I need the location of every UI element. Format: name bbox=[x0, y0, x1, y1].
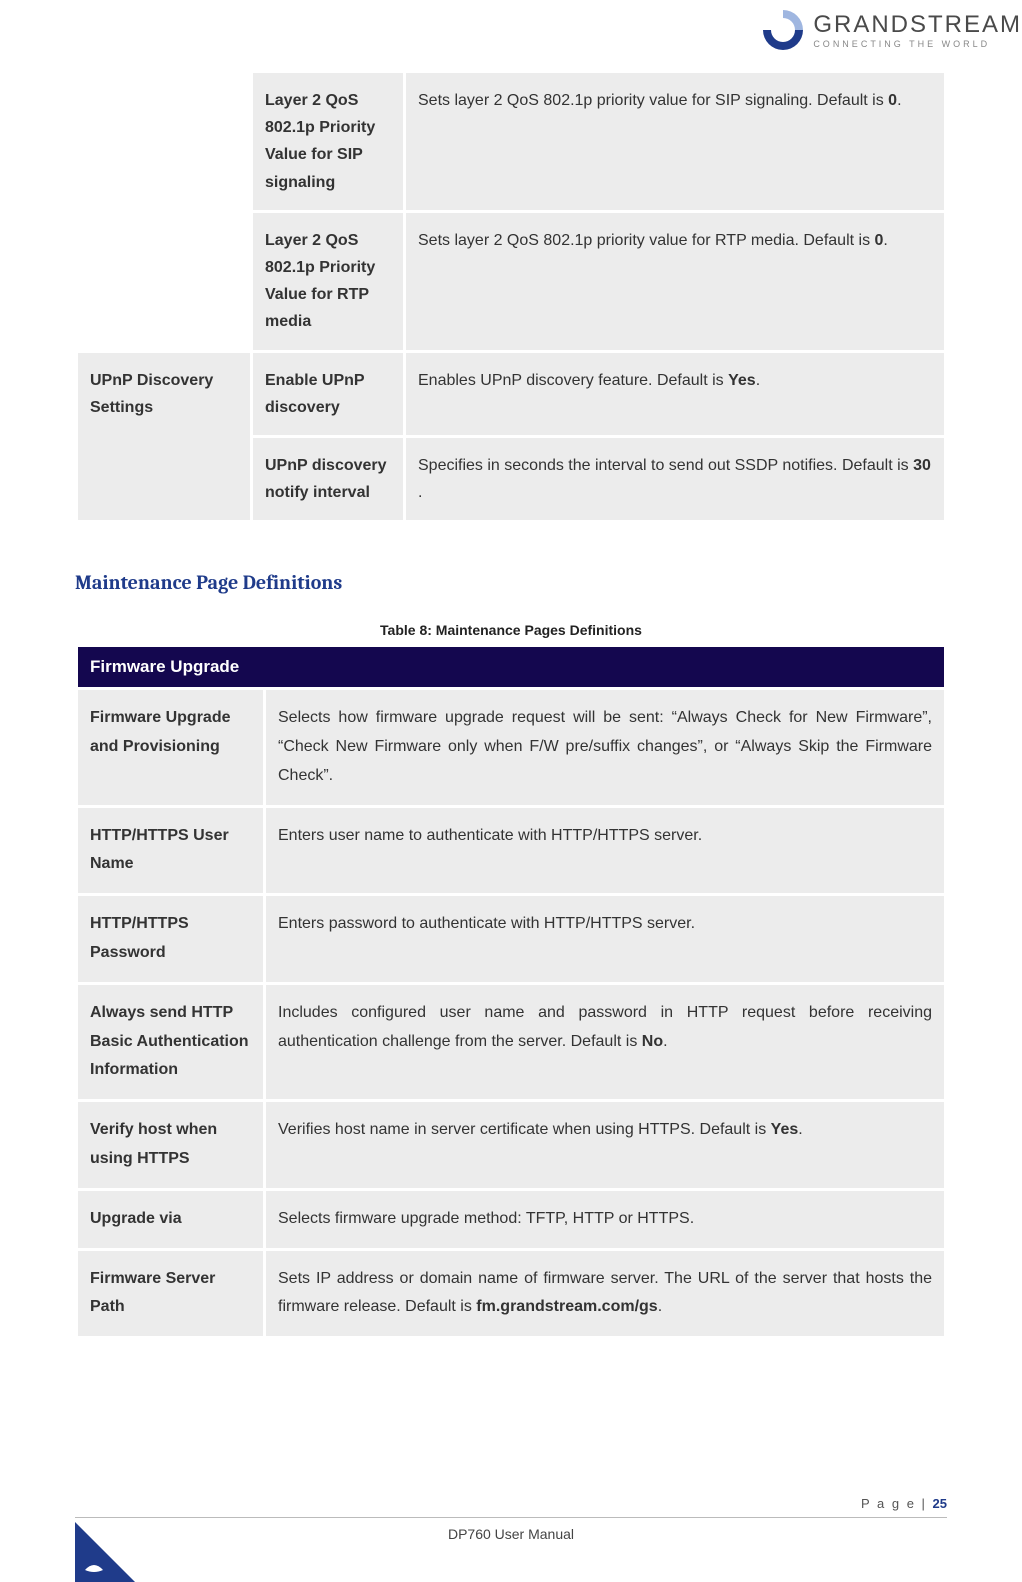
cell-param: UPnP discovery notify interval bbox=[253, 438, 403, 520]
cell-desc: Includes configured user name and passwo… bbox=[266, 985, 944, 1099]
cell-param: HTTP/HTTPS User Name bbox=[78, 808, 263, 894]
cell-param: Always send HTTP Basic Authentication In… bbox=[78, 985, 263, 1099]
desc-text: Selects firmware upgrade method: TFTP, H… bbox=[278, 1210, 694, 1227]
desc-text: . bbox=[658, 1298, 662, 1315]
table-row: Upgrade via Selects firmware upgrade met… bbox=[78, 1191, 944, 1248]
desc-text: . bbox=[418, 484, 422, 501]
page-footer: P a g e | 25 DP760 User Manual bbox=[75, 1517, 947, 1542]
qos-upnp-table: Layer 2 QoS 802.1p Priority Value for SI… bbox=[75, 70, 947, 523]
cell-param: HTTP/HTTPS Password bbox=[78, 896, 263, 982]
cell-desc: Enables UPnP discovery feature. Default … bbox=[406, 353, 944, 435]
cell-param: Enable UPnP discovery bbox=[253, 353, 403, 435]
desc-text: Selects how firmware upgrade request wil… bbox=[278, 709, 932, 784]
desc-text: Sets layer 2 QoS 802.1p priority value f… bbox=[418, 92, 888, 109]
desc-text: Includes configured user name and passwo… bbox=[278, 1004, 932, 1050]
cell-desc: Enters user name to authenticate with HT… bbox=[266, 808, 944, 894]
cell-param: Layer 2 QoS 802.1p Priority Value for RT… bbox=[253, 213, 403, 350]
manual-title: DP760 User Manual bbox=[448, 1526, 574, 1542]
section-header: Firmware Upgrade bbox=[78, 647, 944, 687]
brand-tagline: CONNECTING THE WORLD bbox=[813, 39, 1022, 49]
cell-param: Verify host when using HTTPS bbox=[78, 1102, 263, 1188]
logo-mark-icon bbox=[761, 8, 805, 52]
desc-text: . bbox=[897, 92, 901, 109]
table-row: HTTP/HTTPS User Name Enters user name to… bbox=[78, 808, 944, 894]
cell-param: Layer 2 QoS 802.1p Priority Value for SI… bbox=[253, 73, 403, 210]
brand-logo: GRANDSTREAM CONNECTING THE WORLD bbox=[761, 8, 1022, 52]
table-row: Layer 2 QoS 802.1p Priority Value for SI… bbox=[78, 73, 944, 210]
page-number: 25 bbox=[933, 1496, 947, 1511]
table-header-row: Firmware Upgrade bbox=[78, 647, 944, 687]
cell-desc: Enters password to authenticate with HTT… bbox=[266, 896, 944, 982]
cell-param: Upgrade via bbox=[78, 1191, 263, 1248]
desc-text: Enters password to authenticate with HTT… bbox=[278, 915, 695, 932]
page-label: P a g e | bbox=[861, 1496, 933, 1511]
desc-text: Enters user name to authenticate with HT… bbox=[278, 827, 702, 844]
cell-desc: Specifies in seconds the interval to sen… bbox=[406, 438, 944, 520]
cell-desc: Sets IP address or domain name of firmwa… bbox=[266, 1251, 944, 1337]
desc-bold: 0 bbox=[888, 92, 897, 109]
cell-desc: Sets layer 2 QoS 802.1p priority value f… bbox=[406, 213, 944, 350]
desc-text: . bbox=[663, 1033, 667, 1050]
cell-desc: Selects how firmware upgrade request wil… bbox=[266, 690, 944, 804]
desc-text: Enables UPnP discovery feature. Default … bbox=[418, 372, 728, 389]
desc-bold: No bbox=[642, 1033, 663, 1050]
cell-param: Firmware Server Path bbox=[78, 1251, 263, 1337]
cell-category: UPnP Discovery Settings bbox=[78, 353, 250, 521]
cell-param: Firmware Upgrade and Provisioning bbox=[78, 690, 263, 804]
table-row: HTTP/HTTPS Password Enters password to a… bbox=[78, 896, 944, 982]
brand-name: GRANDSTREAM bbox=[813, 11, 1022, 39]
cell-desc: Verifies host name in server certificate… bbox=[266, 1102, 944, 1188]
desc-text: . bbox=[756, 372, 760, 389]
desc-bold: Yes bbox=[771, 1121, 799, 1138]
desc-text: . bbox=[883, 232, 887, 249]
table-row: UPnP Discovery Settings Enable UPnP disc… bbox=[78, 353, 944, 435]
table-row: Always send HTTP Basic Authentication In… bbox=[78, 985, 944, 1099]
table-row: Firmware Upgrade and Provisioning Select… bbox=[78, 690, 944, 804]
desc-bold: Yes bbox=[728, 372, 756, 389]
desc-text: Sets layer 2 QoS 802.1p priority value f… bbox=[418, 232, 875, 249]
desc-bold: fm.grandstream.com/gs bbox=[476, 1298, 657, 1315]
cell-desc: Selects firmware upgrade method: TFTP, H… bbox=[266, 1191, 944, 1248]
desc-bold: 30 bbox=[913, 457, 931, 474]
desc-text: Specifies in seconds the interval to sen… bbox=[418, 457, 913, 474]
table-caption: Table 8: Maintenance Pages Definitions bbox=[75, 622, 947, 638]
desc-text: Verifies host name in server certificate… bbox=[278, 1121, 771, 1138]
table-row: Firmware Server Path Sets IP address or … bbox=[78, 1251, 944, 1337]
desc-text: . bbox=[798, 1121, 802, 1138]
section-heading: Maintenance Page Definitions bbox=[75, 571, 947, 594]
table-row: Verify host when using HTTPS Verifies ho… bbox=[78, 1102, 944, 1188]
cell-desc: Sets layer 2 QoS 802.1p priority value f… bbox=[406, 73, 944, 210]
page-indicator: P a g e | 25 bbox=[861, 1496, 947, 1511]
cell-category-blank bbox=[78, 73, 250, 350]
maintenance-table: Firmware Upgrade Firmware Upgrade and Pr… bbox=[75, 644, 947, 1339]
